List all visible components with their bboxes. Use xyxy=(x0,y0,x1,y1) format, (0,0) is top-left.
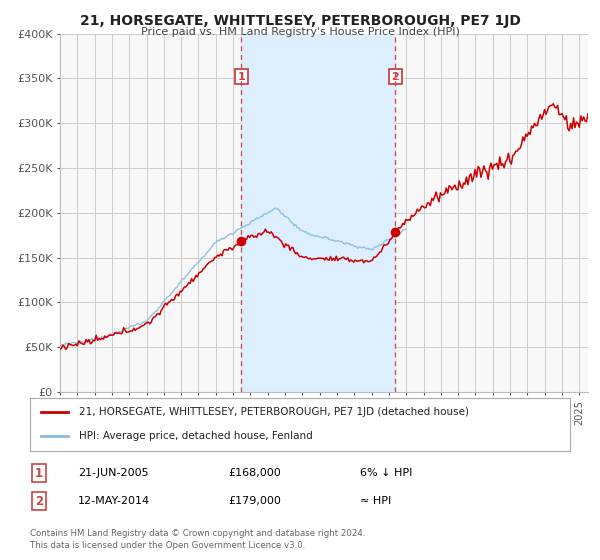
Text: This data is licensed under the Open Government Licence v3.0.: This data is licensed under the Open Gov… xyxy=(30,541,305,550)
Text: 1: 1 xyxy=(238,72,245,82)
Text: 21, HORSEGATE, WHITTLESEY, PETERBOROUGH, PE7 1JD (detached house): 21, HORSEGATE, WHITTLESEY, PETERBOROUGH,… xyxy=(79,408,469,418)
Text: Contains HM Land Registry data © Crown copyright and database right 2024.: Contains HM Land Registry data © Crown c… xyxy=(30,529,365,538)
Text: 2: 2 xyxy=(35,494,43,508)
Text: £179,000: £179,000 xyxy=(228,496,281,506)
Text: £168,000: £168,000 xyxy=(228,468,281,478)
Text: 6% ↓ HPI: 6% ↓ HPI xyxy=(360,468,412,478)
Text: 1: 1 xyxy=(35,466,43,480)
Text: 21, HORSEGATE, WHITTLESEY, PETERBOROUGH, PE7 1JD: 21, HORSEGATE, WHITTLESEY, PETERBOROUGH,… xyxy=(80,14,520,28)
Text: 2: 2 xyxy=(391,72,399,82)
Text: ≈ HPI: ≈ HPI xyxy=(360,496,391,506)
Text: HPI: Average price, detached house, Fenland: HPI: Average price, detached house, Fenl… xyxy=(79,431,313,441)
Text: Price paid vs. HM Land Registry's House Price Index (HPI): Price paid vs. HM Land Registry's House … xyxy=(140,27,460,37)
Text: 12-MAY-2014: 12-MAY-2014 xyxy=(78,496,150,506)
Bar xyxy=(241,34,395,392)
Text: 21-JUN-2005: 21-JUN-2005 xyxy=(78,468,149,478)
